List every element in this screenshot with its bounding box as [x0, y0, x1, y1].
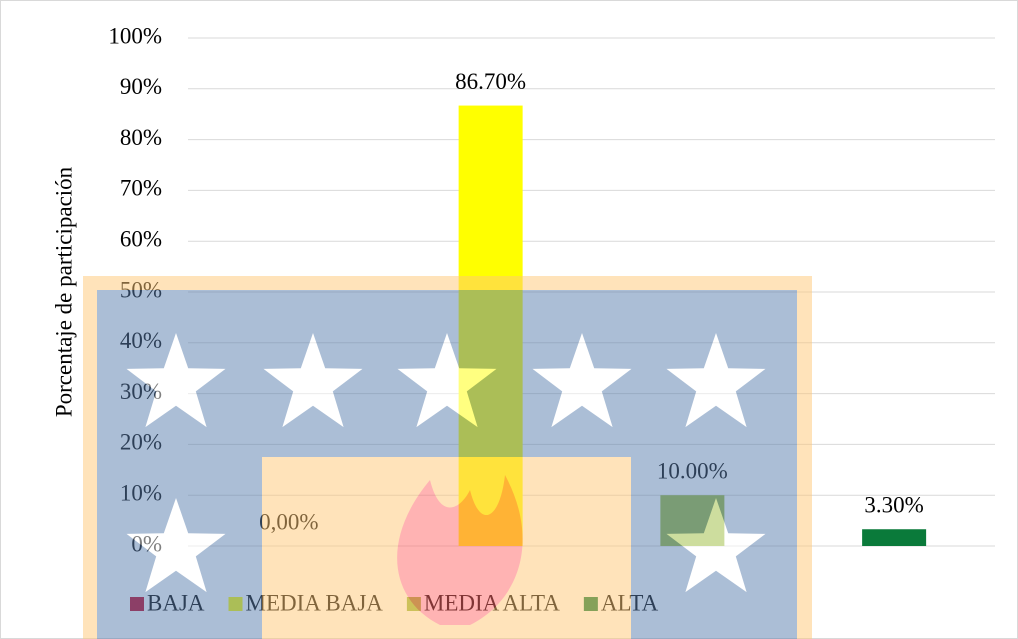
watermark-flame — [397, 475, 523, 625]
watermark-star — [126, 333, 226, 428]
watermark-star — [126, 498, 226, 593]
watermark-star — [397, 333, 497, 428]
data-label: 86.70% — [455, 69, 526, 94]
watermark-star — [263, 333, 363, 428]
watermark-star — [666, 498, 766, 593]
watermark-star — [666, 333, 766, 428]
bar — [862, 529, 927, 546]
y-tick-label: 70% — [120, 176, 162, 201]
y-tick-label: 100% — [108, 23, 162, 48]
y-axis-label: Porcentaje de participación — [51, 166, 76, 417]
data-label: 3.30% — [864, 493, 923, 518]
y-tick-label: 60% — [120, 226, 162, 251]
watermark-star — [532, 333, 632, 428]
y-tick-label: 80% — [120, 125, 162, 150]
watermark — [83, 276, 812, 639]
y-tick-label: 90% — [120, 74, 162, 99]
